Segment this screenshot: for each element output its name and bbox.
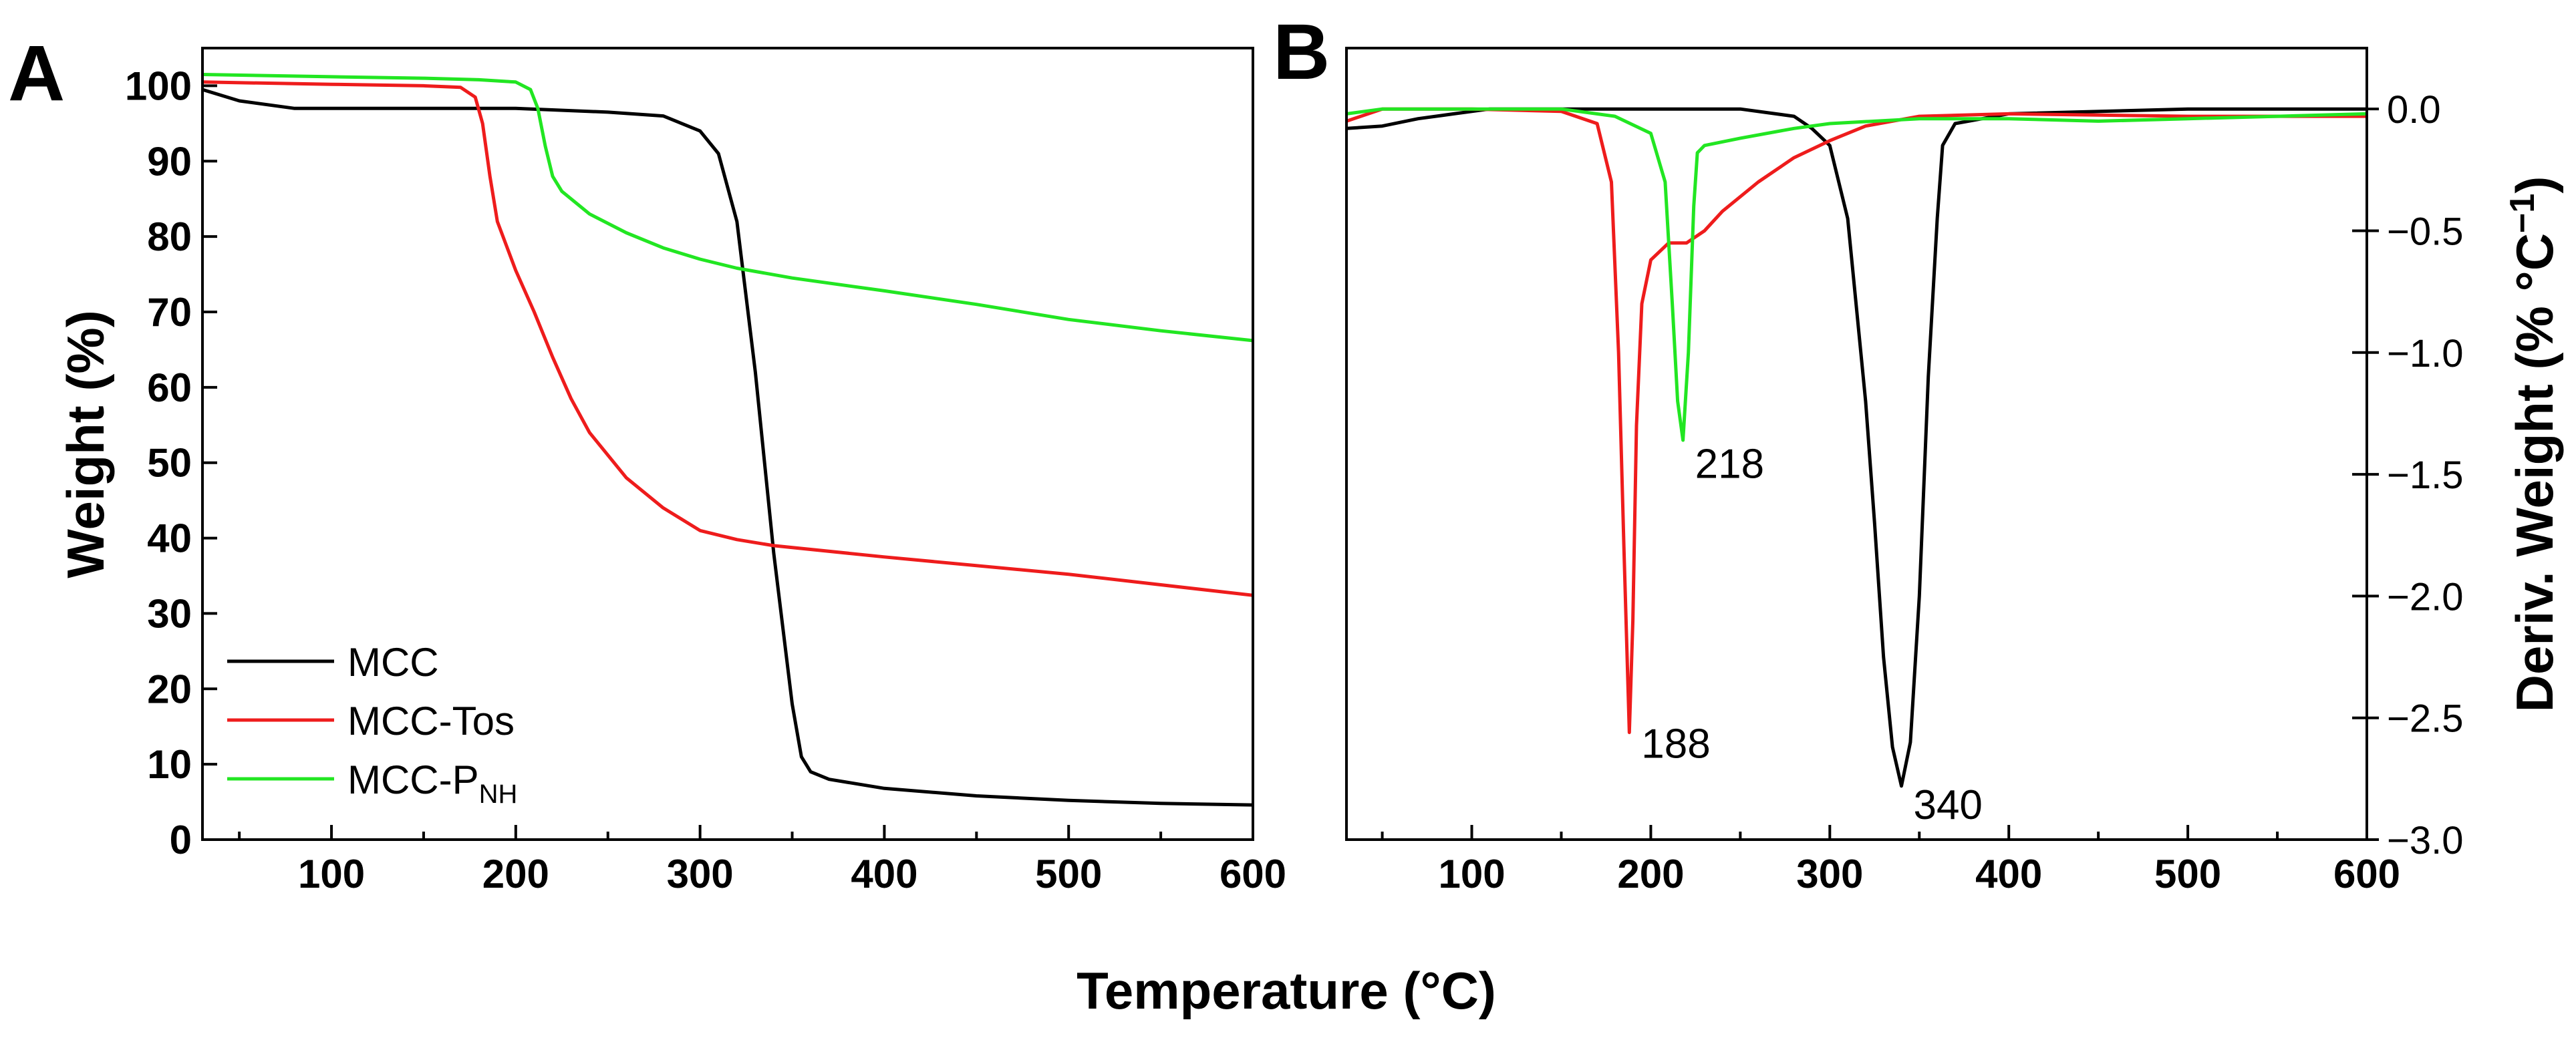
- chart-a-y-tick-label: 20: [147, 667, 192, 711]
- panel-label-a: A: [8, 29, 65, 118]
- legend-label-mcc-pnh-main: MCC-P: [347, 757, 479, 802]
- chart-a-series-mcc-pnh: [202, 73, 1253, 343]
- chart-b-x-tick-label-300: 300: [1796, 852, 1863, 896]
- chart-b-x-tick-label-600: 600: [2333, 852, 2400, 896]
- chart-a-y-tick-label: 30: [147, 591, 192, 636]
- chart-a-x-tick-label-100: 100: [298, 852, 365, 896]
- panel-label-b: B: [1273, 8, 1330, 96]
- chart-panel-b: B 100 200 300 400 500 600 0.0 −0.5 −1.0 −1.5 −2.0 −…: [1273, 8, 2564, 896]
- chart-a-y-tick-label: 80: [147, 214, 192, 259]
- chart-b-annotation-340: 340: [1913, 782, 1982, 828]
- chart-b-series-group: [1346, 107, 2367, 788]
- chart-b-y-tick-label: −3.0: [2387, 819, 2464, 862]
- chart-b-x-tick-label-200: 200: [1617, 852, 1684, 896]
- chart-b-y-tick-label: −1.0: [2387, 332, 2464, 375]
- chart-panel-a: A 100 200 300 400 500 60001020304050607080901…: [8, 29, 1286, 896]
- chart-b-y-tick-label: −2.5: [2387, 697, 2464, 741]
- chart-b-annotations-group: 188 218 340: [1641, 441, 1983, 828]
- chart-b-y-tick-label: 0.0: [2387, 88, 2441, 132]
- chart-a-series-mcc: [202, 88, 1253, 807]
- chart-b-annotation-188: 188: [1641, 721, 1710, 767]
- chart-b-y-axis-title-close: ): [2505, 176, 2564, 194]
- chart-b-annotation-218: 218: [1695, 441, 1764, 487]
- chart-b-y-axis-title: Deriv. Weight (% °C−1): [2503, 176, 2564, 713]
- legend-label-mcc: MCC: [347, 640, 439, 685]
- legend-label-mcc-pnh: MCC-PNH: [347, 757, 517, 809]
- chart-a-y-tick-label: 70: [147, 290, 192, 335]
- chart-b-series-mcc-tos: [1346, 107, 2367, 735]
- chart-a-x-tick-label-500: 500: [1035, 852, 1102, 896]
- chart-b-y-tick-label: −1.5: [2387, 454, 2464, 497]
- chart-a-y-axis-title: Weight (%): [56, 310, 115, 578]
- chart-a-series-group: [202, 73, 1253, 807]
- chart-a-y-tick-label: 90: [147, 139, 192, 184]
- chart-a-y-tick-label: 10: [147, 742, 192, 787]
- chart-a-x-tick-label-400: 400: [851, 852, 917, 896]
- chart-a-x-tick-label-600: 600: [1220, 852, 1286, 896]
- chart-b-y-axis-title-sup: −1: [2503, 194, 2542, 233]
- chart-a-y-tick-label: 40: [147, 516, 192, 561]
- chart-b-x-tick-label-500: 500: [2154, 852, 2221, 896]
- chart-b-y-tick-label: −2.0: [2387, 575, 2464, 619]
- legend-label-mcc-pnh-sub: NH: [479, 780, 518, 809]
- chart-a-y-tick-label: 50: [147, 441, 192, 486]
- chart-b-x-tick-label-400: 400: [1975, 852, 2042, 896]
- chart-a-ticks-group: 100 200 300 400 500 600 0 10 20 30 40 50 60 70 80 90 100: [125, 63, 1286, 896]
- chart-a-y-tick-label: 100: [125, 63, 192, 108]
- chart-a-frame: [201, 47, 1254, 841]
- chart-b-frame: [1345, 47, 2368, 841]
- chart-b-series-mcc-pnh: [1346, 107, 2367, 442]
- legend-label-mcc-tos: MCC-Tos: [347, 699, 515, 743]
- chart-a-y-tick-label: 0: [170, 818, 192, 862]
- chart-b-series-mcc: [1346, 107, 2367, 788]
- chart-b-y-tick-label: −0.5: [2387, 210, 2464, 253]
- chart-a-x-tick-label-300: 300: [667, 852, 734, 896]
- chart-b-ticks-group: 100 200 300 400 500 600 0.0 −0.5 −1.0 −1.5 −2.0 −2.…: [1381, 88, 2464, 896]
- chart-a-legend: MCC MCC-Tos MCC-PNH: [227, 640, 517, 809]
- chart-a-x-tick-label-200: 200: [482, 852, 549, 896]
- chart-b-x-tick-label-100: 100: [1438, 852, 1505, 896]
- chart-a-series-mcc-tos: [202, 80, 1253, 597]
- chart-b-y-axis-title-main: Deriv. Weight (% °C: [2505, 233, 2564, 712]
- x-axis-title: Temperature (°C): [1077, 961, 1496, 1020]
- chart-a-y-tick-label: 60: [147, 365, 192, 410]
